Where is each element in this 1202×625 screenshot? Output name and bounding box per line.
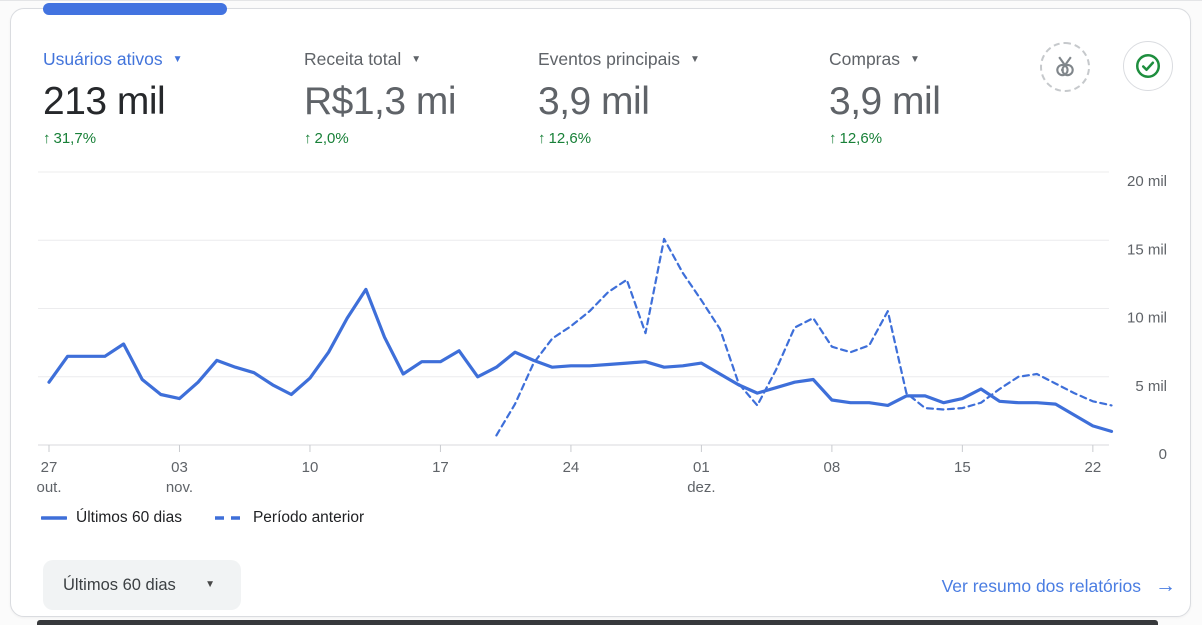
svg-text:10 mil: 10 mil	[1127, 310, 1167, 327]
chart-legend: Últimos 60 dias Período anterior	[41, 509, 364, 527]
svg-text:03: 03	[171, 459, 188, 476]
metric-delta-text: 2,0%	[314, 130, 349, 147]
overview-card: Usuários ativos ▼ 213 mil ↑ 31,7% Receit…	[10, 8, 1191, 617]
metric-receita-total: Receita total ▼ R$1,3 mi ↑ 2,0%	[304, 49, 457, 147]
svg-text:0: 0	[1159, 446, 1167, 463]
svg-text:15 mil: 15 mil	[1127, 241, 1167, 258]
status-check-badge[interactable]	[1123, 41, 1173, 91]
svg-text:5 mil: 5 mil	[1135, 378, 1167, 395]
medal-icon	[1056, 56, 1074, 77]
svg-text:27: 27	[41, 459, 58, 476]
svg-text:08: 08	[824, 459, 841, 476]
svg-text:24: 24	[563, 459, 580, 476]
solid-line-legend-swatch	[41, 516, 67, 520]
up-arrow-icon: ↑	[538, 130, 546, 147]
check-circle-icon	[1135, 53, 1161, 79]
metric-label-text: Usuários ativos	[43, 49, 163, 69]
chevron-down-icon: ▼	[172, 53, 183, 65]
reports-summary-link[interactable]: Ver resumo dos relatórios →	[942, 572, 1176, 600]
dashed-line-legend-swatch	[214, 516, 243, 520]
svg-text:out.: out.	[36, 479, 61, 496]
benchmark-medal-badge[interactable]	[1040, 42, 1090, 92]
metric-delta: ↑ 12,6%	[538, 130, 700, 147]
svg-text:01: 01	[693, 459, 710, 476]
metric-selector-compras[interactable]: Compras ▼	[829, 49, 920, 70]
metric-delta-text: 31,7%	[53, 130, 97, 147]
metric-value: R$1,3 mi	[304, 80, 457, 123]
carousel-tab-indicator	[43, 3, 227, 15]
metric-value: 3,9 mil	[829, 80, 941, 123]
metric-value: 213 mil	[43, 80, 166, 123]
metric-selector-usuarios-ativos[interactable]: Usuários ativos ▼	[43, 49, 183, 70]
metric-delta-text: 12,6%	[548, 130, 592, 147]
svg-text:15: 15	[954, 459, 971, 476]
next-card-edge	[37, 620, 1158, 625]
metric-selector-receita-total[interactable]: Receita total ▼	[304, 49, 421, 70]
metric-eventos-principais: Eventos principais ▼ 3,9 mil ↑ 12,6%	[538, 49, 700, 147]
metric-delta-text: 12,6%	[839, 130, 883, 147]
chevron-down-icon: ▼	[411, 53, 422, 65]
legend-label-current: Últimos 60 dias	[76, 509, 182, 526]
chevron-down-icon: ▼	[910, 53, 920, 65]
metric-label-text: Compras	[829, 49, 900, 69]
svg-text:nov.: nov.	[166, 479, 193, 496]
metric-value: 3,9 mil	[538, 80, 650, 123]
metric-compras: Compras ▼ 3,9 mil ↑ 12,6%	[829, 49, 941, 147]
svg-text:10: 10	[302, 459, 319, 476]
svg-text:dez.: dez.	[687, 479, 715, 496]
metric-label-text: Receita total	[304, 49, 402, 69]
active-users-trend-chart[interactable]: 0 5 mil 10 mil 15 mil 20 mil 27 out. 03 nov. 10 17…	[11, 159, 1192, 504]
svg-text:17: 17	[432, 459, 449, 476]
chevron-down-icon: ▼	[690, 53, 700, 65]
up-arrow-icon: ↑	[829, 130, 837, 147]
date-range-dropdown[interactable]: Últimos 60 dias ▼	[43, 560, 241, 610]
legend-label-previous: Período anterior	[252, 509, 365, 526]
container-top-border	[0, 0, 1202, 1]
metric-selector-eventos-principais[interactable]: Eventos principais ▼	[538, 49, 700, 70]
metric-usuarios-ativos: Usuários ativos ▼ 213 mil ↑ 31,7%	[43, 49, 183, 147]
right-arrow-icon: →	[1155, 574, 1176, 597]
date-range-label: Últimos 60 dias	[63, 575, 176, 594]
reports-summary-link-text: Ver resumo dos relatórios	[941, 575, 1141, 596]
metric-delta: ↑ 12,6%	[829, 130, 940, 147]
chevron-down-icon: ▼	[205, 579, 215, 590]
up-arrow-icon: ↑	[43, 130, 51, 147]
metric-delta: ↑ 2,0%	[304, 130, 456, 147]
svg-text:20 mil: 20 mil	[1127, 173, 1167, 190]
metric-delta: ↑ 31,7%	[43, 130, 183, 147]
metric-label-text: Eventos principais	[538, 49, 681, 69]
svg-text:22: 22	[1084, 459, 1101, 476]
up-arrow-icon: ↑	[304, 130, 312, 147]
